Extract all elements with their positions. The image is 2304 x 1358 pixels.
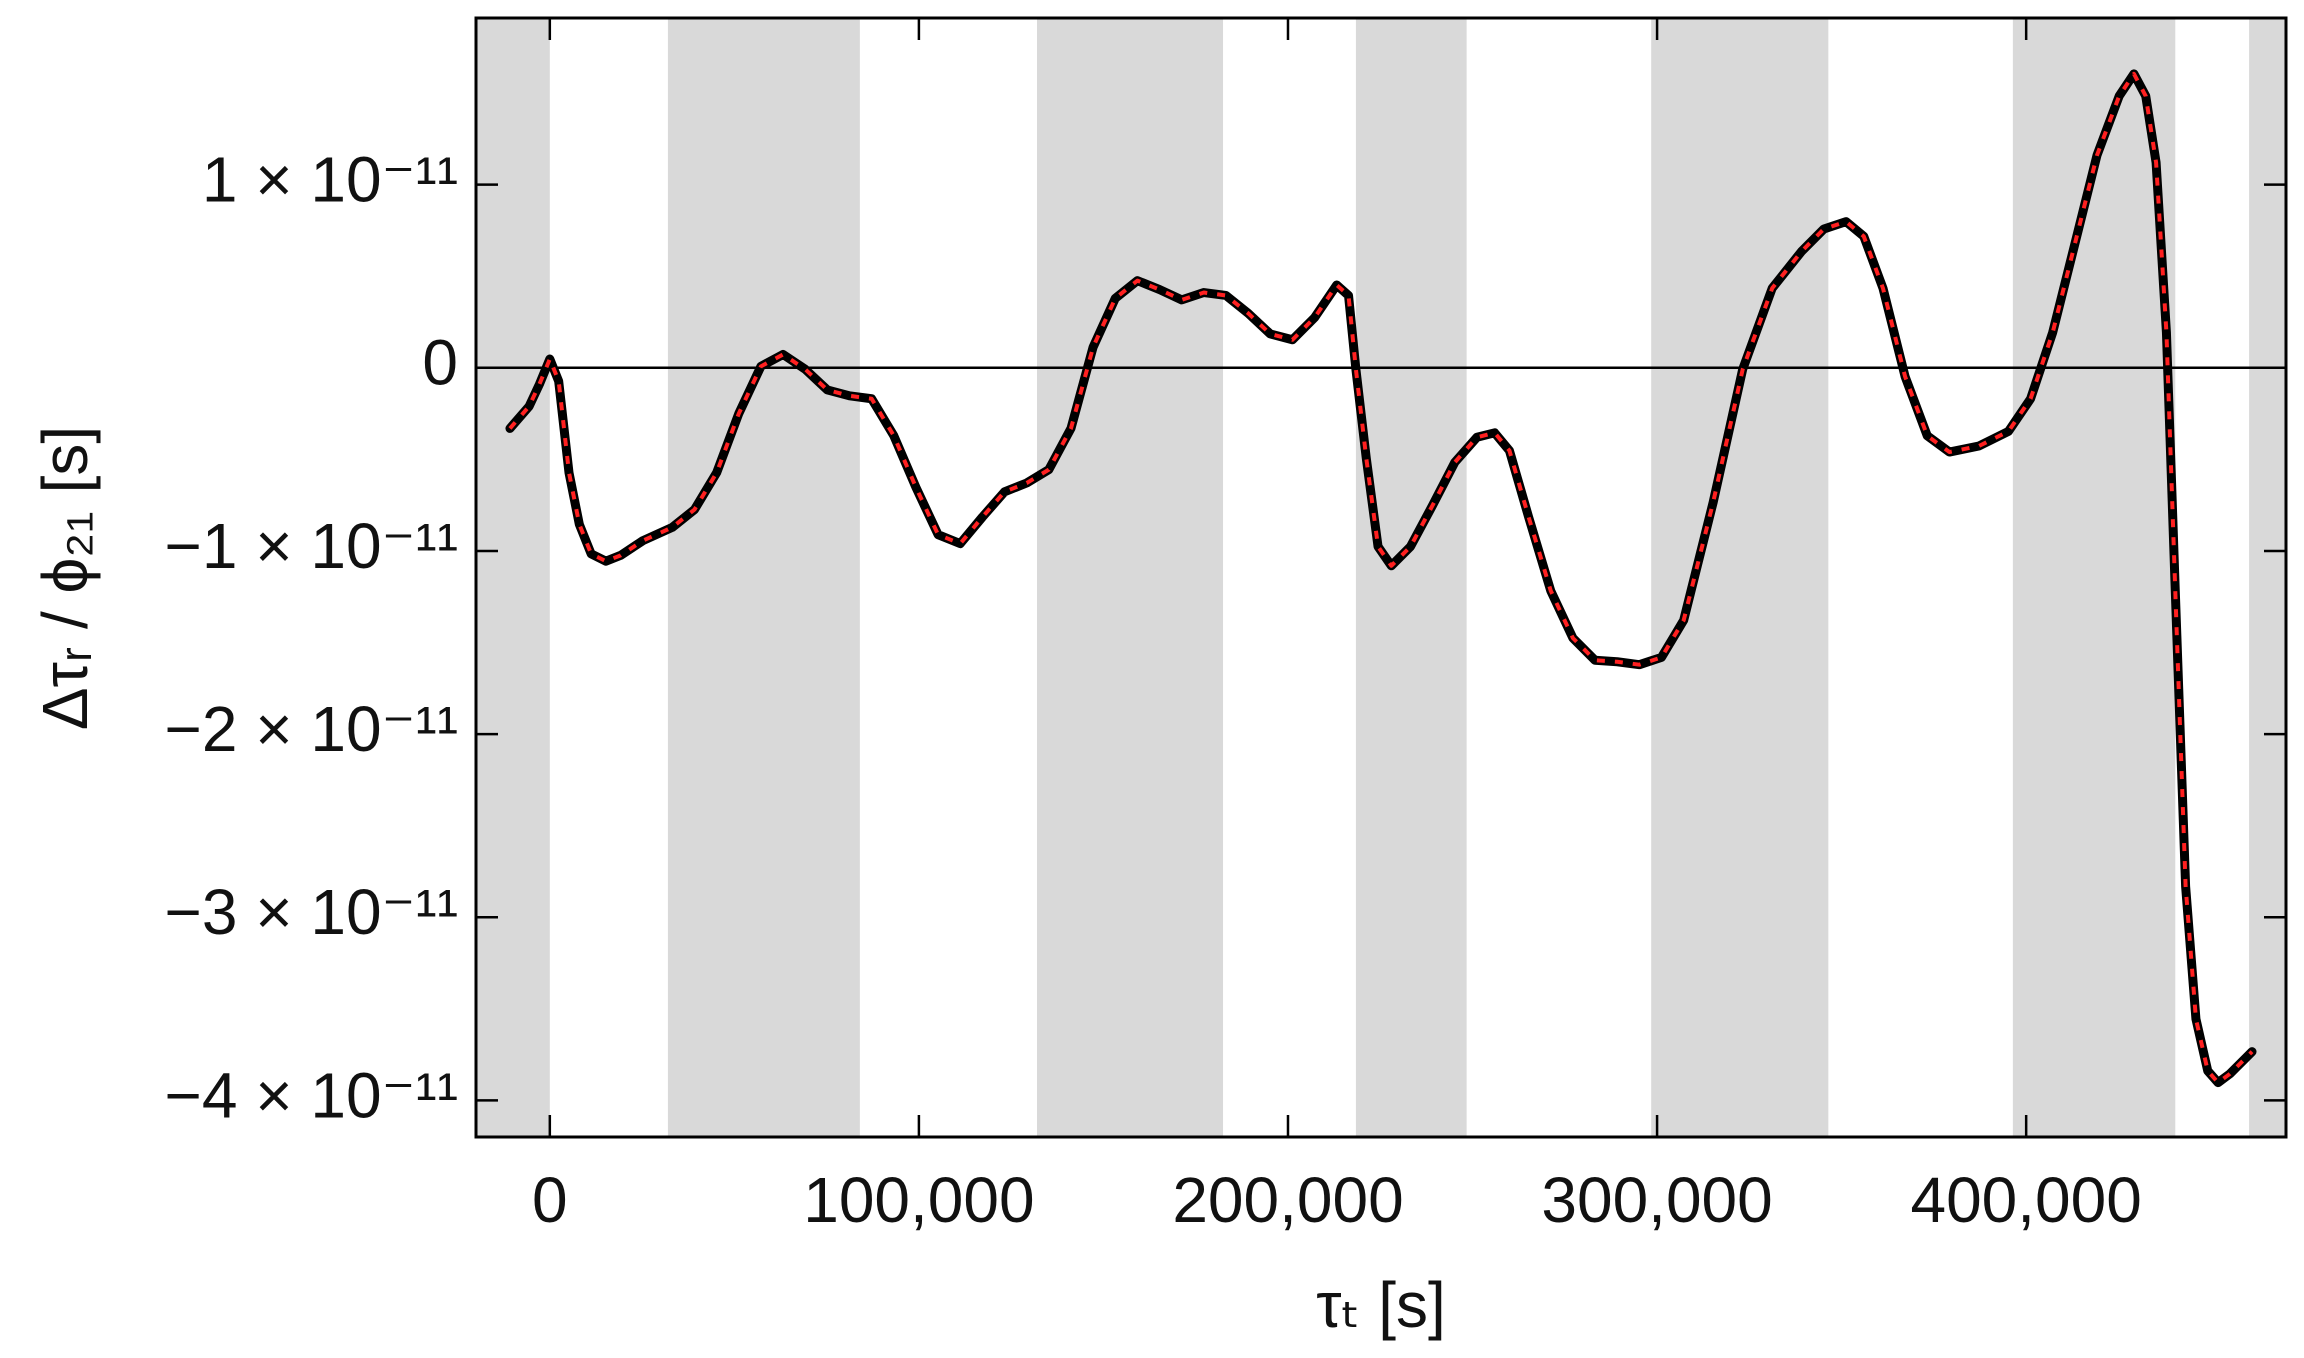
x-tick-label: 100,000 — [803, 1164, 1034, 1236]
shaded-region — [476, 18, 550, 1137]
y-axis-label: Δτᵣ / ϕ₂₁ [s] — [29, 426, 101, 730]
x-tick-label: 0 — [532, 1164, 568, 1236]
shaded-region — [1037, 18, 1224, 1137]
y-tick-label: 1 × 10⁻¹¹ — [202, 144, 458, 216]
x-tick-label: 200,000 — [1172, 1164, 1403, 1236]
shaded-region — [1355, 18, 1467, 1137]
y-tick-label: 0 — [422, 327, 458, 399]
x-axis-label: τₜ [s] — [1316, 1269, 1446, 1341]
plot-frame — [474, 16, 2288, 1139]
shaded-region — [2012, 18, 2176, 1137]
y-tick-label: −1 × 10⁻¹¹ — [165, 510, 459, 582]
x-tick-label: 400,000 — [1910, 1164, 2141, 1236]
x-tick-label: 300,000 — [1541, 1164, 1772, 1236]
shaded-region — [2249, 18, 2286, 1137]
shaded-region — [1651, 18, 1829, 1137]
shaded-region — [667, 18, 860, 1137]
y-tick-label: −2 × 10⁻¹¹ — [165, 693, 459, 765]
line-series — [508, 71, 2254, 1085]
y-tick-label: −3 × 10⁻¹¹ — [165, 876, 459, 948]
y-tick-label: −4 × 10⁻¹¹ — [165, 1059, 459, 1131]
